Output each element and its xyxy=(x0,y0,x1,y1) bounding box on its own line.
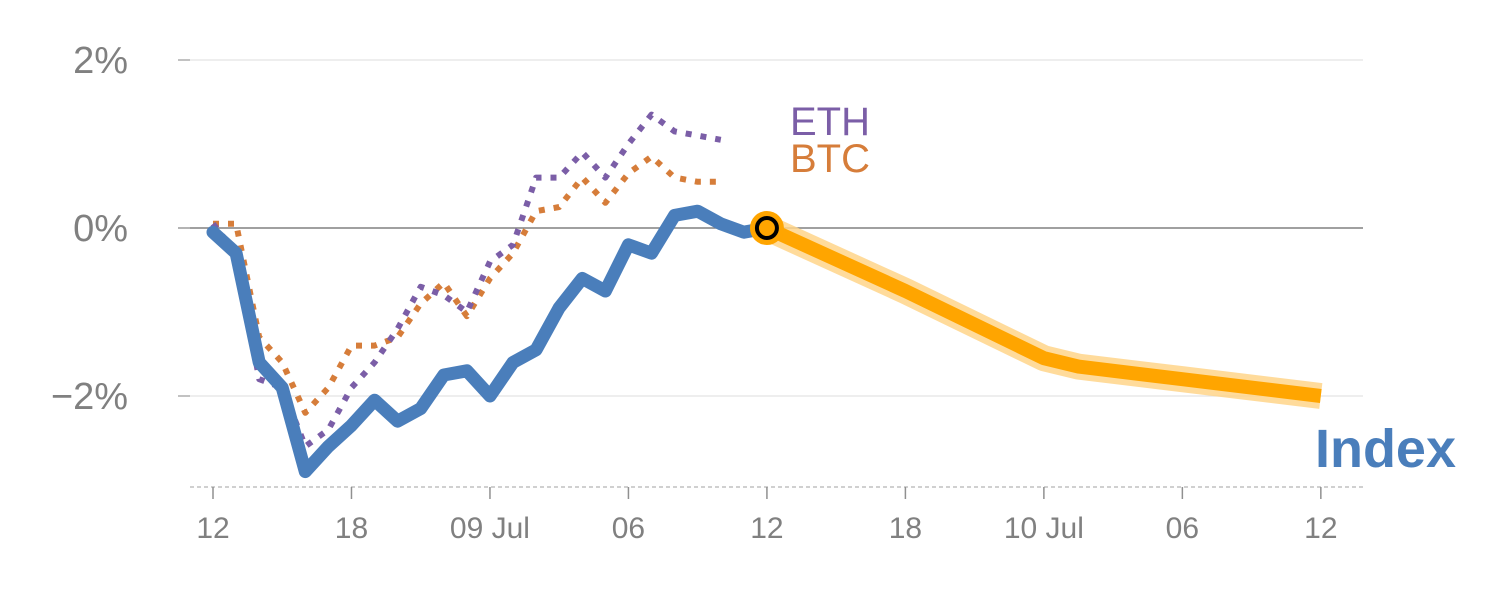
y-tick-label: 0% xyxy=(73,208,128,250)
projection-band xyxy=(761,216,1323,409)
x-tick-label: 10 Jul xyxy=(1004,512,1084,545)
x-tick-label: 09 Jul xyxy=(450,512,530,545)
series-label-index: Index xyxy=(1315,419,1456,479)
series-line-projection xyxy=(764,221,1322,403)
x-tick-label: 12 xyxy=(750,512,783,545)
x-tick-label: 18 xyxy=(335,512,368,545)
series-label-eth: ETH xyxy=(790,100,870,144)
x-tick-label: 06 xyxy=(1166,512,1199,545)
x-tick-label: 06 xyxy=(612,512,645,545)
current-value-marker-ring xyxy=(754,216,779,240)
y-axis: 2% 0% −2% xyxy=(51,40,190,418)
x-tick-label: 12 xyxy=(196,512,229,545)
y-tick-label: −2% xyxy=(51,376,128,418)
series-line-index xyxy=(206,204,774,479)
series-line-btc xyxy=(213,153,721,416)
series-labels: ETH BTC Index xyxy=(790,100,1456,479)
y-tick-label: 2% xyxy=(73,40,128,82)
x-axis: 12 18 09 Jul 06 12 18 10 Jul 06 12 xyxy=(190,486,1366,545)
series-label-btc: BTC xyxy=(790,137,870,181)
series-lines xyxy=(206,111,1323,479)
current-value-marker xyxy=(749,211,784,245)
x-tick-label: 12 xyxy=(1304,512,1337,545)
x-tick-label: 18 xyxy=(889,512,922,545)
